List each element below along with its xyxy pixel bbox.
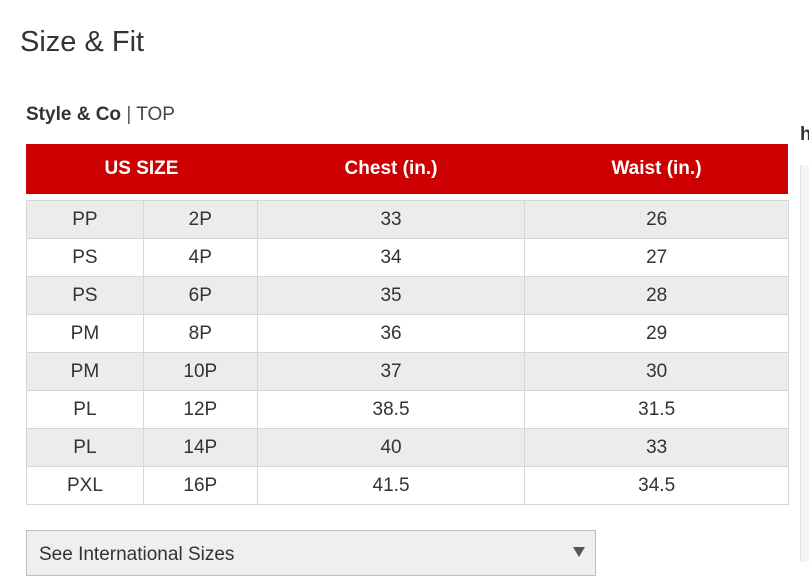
- cell-chest: 36: [256, 314, 526, 353]
- cell-numeric-size: 4P: [142, 238, 258, 277]
- cell-chest: 35: [256, 276, 526, 315]
- cell-waist: 29: [524, 314, 789, 353]
- cell-alpha-size: PM: [26, 352, 144, 391]
- page-title: Size & Fit: [20, 26, 145, 58]
- adjacent-panel: [800, 165, 809, 562]
- cell-chest: 34: [256, 238, 526, 277]
- cell-alpha-size: PP: [26, 200, 144, 239]
- product-category: TOP: [136, 104, 175, 125]
- cell-chest: 38.5: [256, 390, 526, 429]
- brand-subtitle: Style & Co | TOP: [26, 103, 175, 127]
- table-row: PL 14P 40 33: [26, 428, 789, 467]
- international-sizes-select[interactable]: See International Sizes: [26, 530, 596, 576]
- cell-numeric-size: 10P: [142, 352, 258, 391]
- cell-alpha-size: PS: [26, 238, 144, 277]
- brand-name: Style & Co: [26, 104, 122, 125]
- cell-alpha-size: PM: [26, 314, 144, 353]
- cell-numeric-size: 14P: [142, 428, 258, 467]
- cell-numeric-size: 8P: [142, 314, 258, 353]
- table-row: PS 4P 34 27: [26, 238, 789, 277]
- table-row: PS 6P 35 28: [26, 276, 789, 315]
- cell-waist: 28: [524, 276, 789, 315]
- cell-waist: 26: [524, 200, 789, 239]
- cell-numeric-size: 6P: [142, 276, 258, 315]
- cell-chest: 40: [256, 428, 526, 467]
- cell-numeric-size: 16P: [142, 466, 258, 505]
- table-row: PP 2P 33 26: [26, 200, 789, 239]
- cell-alpha-size: PS: [26, 276, 144, 315]
- cell-waist: 33: [524, 428, 789, 467]
- cell-waist: 34.5: [524, 466, 789, 505]
- cell-alpha-size: PL: [26, 428, 144, 467]
- adjacent-panel-heading-fragment: h: [800, 124, 809, 145]
- table-row: PM 8P 36 29: [26, 314, 789, 353]
- cell-waist: 30: [524, 352, 789, 391]
- subtitle-separator: |: [126, 104, 132, 125]
- cell-numeric-size: 2P: [142, 200, 258, 239]
- cell-alpha-size: PL: [26, 390, 144, 429]
- header-chest: Chest (in.): [344, 158, 438, 179]
- table-row: PM 10P 37 30: [26, 352, 789, 391]
- cell-chest: 33: [256, 200, 526, 239]
- size-table-header: US SIZE Chest (in.) Waist (in.): [26, 144, 788, 194]
- international-sizes-label: See International Sizes: [39, 544, 235, 565]
- header-waist: Waist (in.): [611, 158, 702, 179]
- table-row: PXL 16P 41.5 34.5: [26, 466, 789, 505]
- cell-alpha-size: PXL: [26, 466, 144, 505]
- cell-waist: 27: [524, 238, 789, 277]
- header-us-size: US SIZE: [104, 158, 179, 179]
- table-row: PL 12P 38.5 31.5: [26, 390, 789, 429]
- cell-waist: 31.5: [524, 390, 789, 429]
- cell-numeric-size: 12P: [142, 390, 258, 429]
- size-chart-table: PP 2P 33 26 PS 4P 34 27 PS 6P 35 28 PM 8…: [26, 200, 789, 505]
- chevron-down-icon: [573, 547, 585, 557]
- cell-chest: 41.5: [256, 466, 526, 505]
- cell-chest: 37: [256, 352, 526, 391]
